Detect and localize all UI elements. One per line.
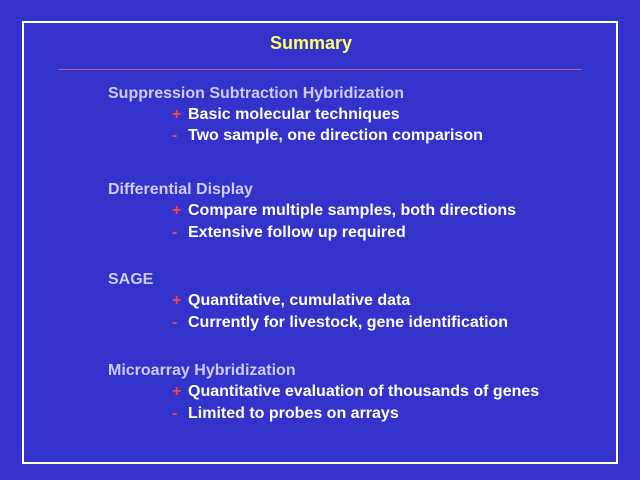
item-text: Quantitative, cumulative data — [188, 292, 411, 309]
item-text: Quantitative evaluation of thousands of … — [188, 383, 540, 400]
list-item: + Quantitative evaluation of thousands of… — [172, 383, 539, 401]
list-item: + Quantitative, cumulative data — [172, 292, 410, 310]
item-text: Limited to probes on arrays — [188, 405, 399, 422]
minus-icon: - — [172, 314, 178, 331]
title-divider — [58, 69, 582, 70]
section-heading: Microarray Hybridization — [108, 362, 296, 379]
minus-icon: - — [172, 405, 178, 422]
list-item: + Basic molecular techniques — [172, 106, 400, 124]
list-item: - Extensive follow up required — [172, 224, 406, 242]
item-text: Basic molecular techniques — [188, 106, 400, 123]
list-item: + Compare multiple samples, both directio… — [172, 202, 516, 220]
section-heading: Differential Display — [108, 181, 253, 198]
minus-icon: - — [172, 224, 178, 241]
section-heading: SAGE — [108, 271, 154, 288]
slide-border — [22, 21, 618, 464]
minus-icon: - — [172, 127, 178, 144]
plus-icon: + — [172, 292, 182, 309]
list-item: - Two sample, one direction comparison — [172, 127, 483, 145]
item-text: Two sample, one direction comparison — [188, 127, 483, 144]
item-text: Compare multiple samples, both direction… — [188, 202, 517, 219]
item-text: Currently for livestock, gene identifica… — [188, 314, 509, 331]
item-text: Extensive follow up required — [188, 224, 406, 241]
plus-icon: + — [172, 202, 182, 219]
slide-title: Summary — [269, 33, 353, 53]
plus-icon: + — [172, 383, 182, 400]
plus-icon: + — [172, 106, 182, 123]
list-item: - Limited to probes on arrays — [172, 405, 399, 423]
list-item: - Currently for livestock, gene identific… — [172, 314, 508, 332]
section-heading: Suppression Subtraction Hybridization — [108, 85, 405, 102]
